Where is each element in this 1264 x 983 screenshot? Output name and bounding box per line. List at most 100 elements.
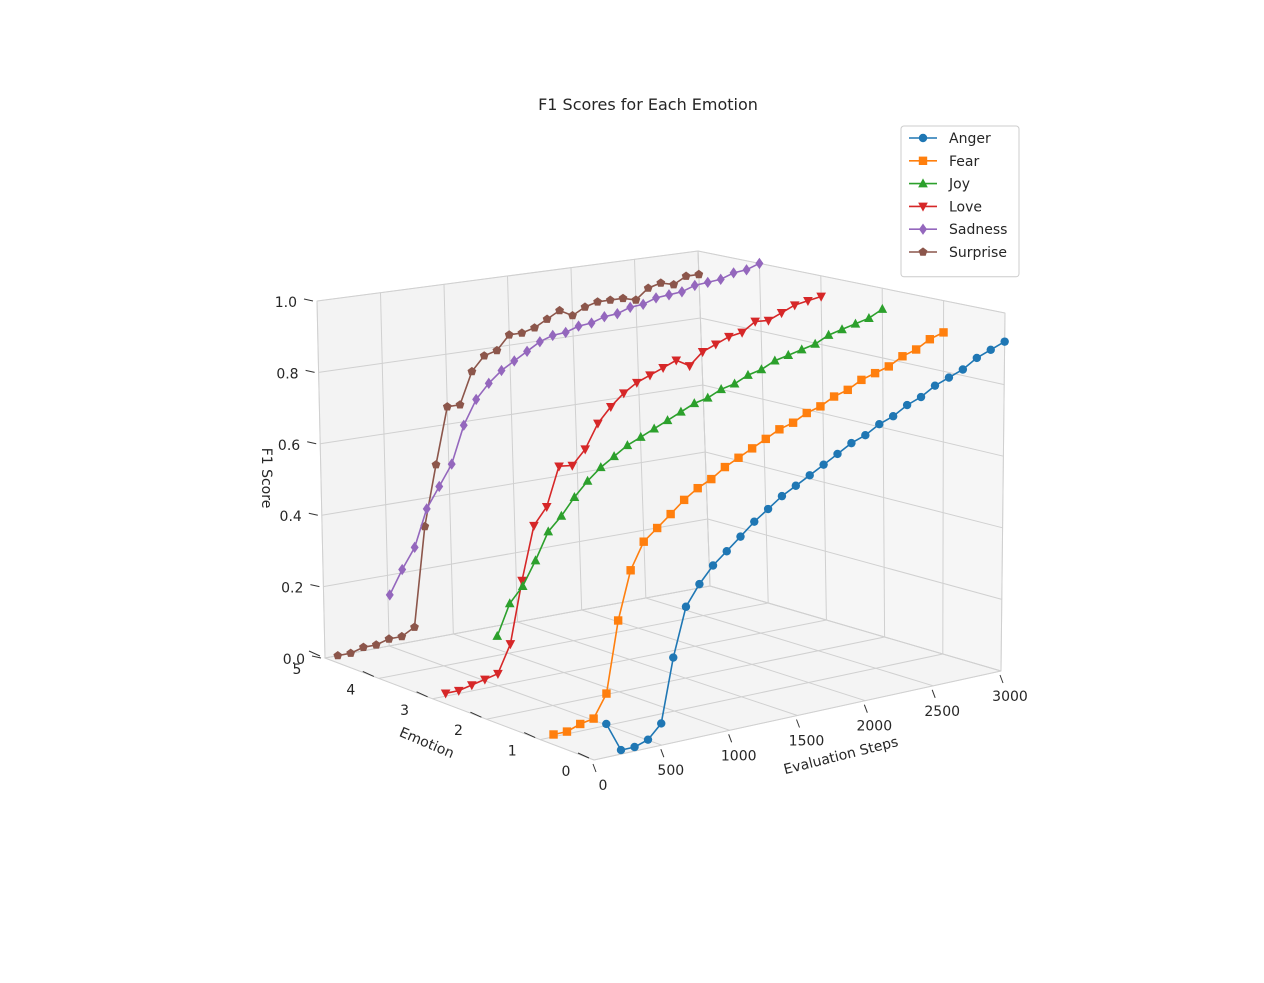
data-point bbox=[875, 420, 884, 429]
data-point bbox=[639, 537, 648, 546]
data-point bbox=[756, 364, 767, 374]
grid-line-x bbox=[388, 645, 663, 746]
data-point bbox=[385, 589, 394, 601]
data-point bbox=[561, 326, 570, 339]
data-point bbox=[939, 328, 948, 337]
data-point bbox=[643, 735, 653, 744]
data-point bbox=[656, 278, 666, 287]
tick-mark bbox=[303, 298, 314, 302]
tick-mark bbox=[523, 732, 536, 739]
grid-line-y bbox=[758, 263, 769, 604]
y-tick-label: 2 bbox=[454, 723, 463, 739]
tick-mark bbox=[577, 752, 590, 759]
legend-label: Sadness bbox=[949, 222, 1007, 238]
data-point bbox=[750, 517, 759, 526]
data-point bbox=[440, 689, 451, 699]
data-point bbox=[635, 431, 646, 441]
series-fear bbox=[549, 328, 948, 739]
grid-line-x bbox=[581, 609, 866, 702]
legend-item-sadness: Sadness bbox=[909, 222, 1007, 238]
legend-item-love: Love bbox=[909, 199, 982, 215]
grid-line-z bbox=[700, 317, 1005, 386]
grid-line-z bbox=[707, 518, 1002, 600]
data-point bbox=[677, 286, 686, 298]
grid-line-z bbox=[702, 384, 1004, 457]
axis-ticks: 0 500 1000 1500 2000 2500 3000 0 1 2 3 4 50.0 0.2 0.4 0… bbox=[275, 295, 1028, 794]
data-point bbox=[925, 335, 935, 344]
data-point bbox=[523, 345, 532, 358]
data-point bbox=[346, 648, 356, 657]
data-point bbox=[919, 223, 927, 235]
data-point bbox=[600, 311, 609, 323]
data-point bbox=[484, 377, 493, 389]
data-point bbox=[823, 329, 834, 339]
data-point bbox=[397, 631, 407, 641]
data-point bbox=[574, 320, 583, 332]
data-point bbox=[816, 402, 825, 411]
legend-label: Love bbox=[949, 199, 982, 215]
data-point bbox=[690, 279, 699, 292]
legend-label: Anger bbox=[949, 131, 991, 147]
data-point bbox=[695, 579, 704, 589]
x-tick-label: 0 bbox=[599, 778, 608, 794]
tick-mark bbox=[728, 734, 733, 743]
data-point bbox=[669, 653, 678, 662]
data-point bbox=[763, 504, 773, 514]
data-point bbox=[736, 532, 745, 541]
y-tick-label: 4 bbox=[346, 682, 355, 698]
grid-line-x bbox=[316, 300, 326, 659]
grid-line-y bbox=[942, 300, 945, 655]
data-point bbox=[602, 689, 611, 698]
x-tick-label: 1500 bbox=[789, 734, 825, 750]
data-point bbox=[609, 451, 619, 461]
data-point bbox=[729, 378, 740, 388]
data-point bbox=[568, 311, 577, 320]
data-point bbox=[716, 273, 725, 285]
tick-mark bbox=[307, 441, 317, 445]
data-point bbox=[944, 373, 954, 382]
data-point bbox=[593, 419, 603, 429]
data-point bbox=[761, 434, 770, 444]
grid-line-z bbox=[324, 585, 711, 659]
data-point bbox=[666, 509, 675, 519]
data-point bbox=[548, 329, 557, 342]
data-point bbox=[472, 393, 481, 406]
data-point bbox=[884, 362, 893, 371]
data-point bbox=[702, 392, 713, 402]
data-point bbox=[510, 355, 519, 367]
grid-line-z bbox=[705, 451, 1003, 529]
data-point bbox=[410, 541, 419, 554]
data-point bbox=[819, 460, 828, 469]
data-point bbox=[888, 412, 898, 421]
grid-line-y bbox=[378, 602, 769, 679]
legend-label: Surprise bbox=[949, 245, 1007, 261]
data-point bbox=[626, 566, 635, 575]
data-point bbox=[803, 297, 813, 307]
data-point bbox=[556, 510, 567, 520]
data-point bbox=[567, 461, 578, 471]
data-point bbox=[517, 580, 528, 590]
grid-line-x bbox=[517, 621, 798, 716]
z-tick-label: 0.4 bbox=[280, 509, 302, 525]
x-tick-label: 2000 bbox=[856, 719, 892, 735]
data-point bbox=[805, 471, 814, 480]
data-point bbox=[829, 392, 839, 401]
grid-line-y bbox=[881, 288, 886, 638]
data-point bbox=[816, 292, 826, 302]
series-anger bbox=[602, 337, 1009, 755]
data-point bbox=[671, 356, 682, 366]
data-point bbox=[447, 458, 456, 470]
data-point bbox=[720, 462, 730, 472]
tick-mark bbox=[362, 670, 375, 677]
y-tick-label: 3 bbox=[400, 703, 409, 719]
data-point bbox=[679, 495, 689, 505]
data-point bbox=[898, 352, 907, 361]
data-point bbox=[918, 202, 928, 212]
data-point bbox=[435, 480, 444, 493]
data-point bbox=[492, 630, 503, 640]
chart-title: F1 Scores for Each Emotion bbox=[538, 95, 758, 114]
data-point bbox=[870, 368, 880, 378]
data-point bbox=[857, 375, 866, 385]
z-tick-label: 1.0 bbox=[275, 295, 297, 311]
